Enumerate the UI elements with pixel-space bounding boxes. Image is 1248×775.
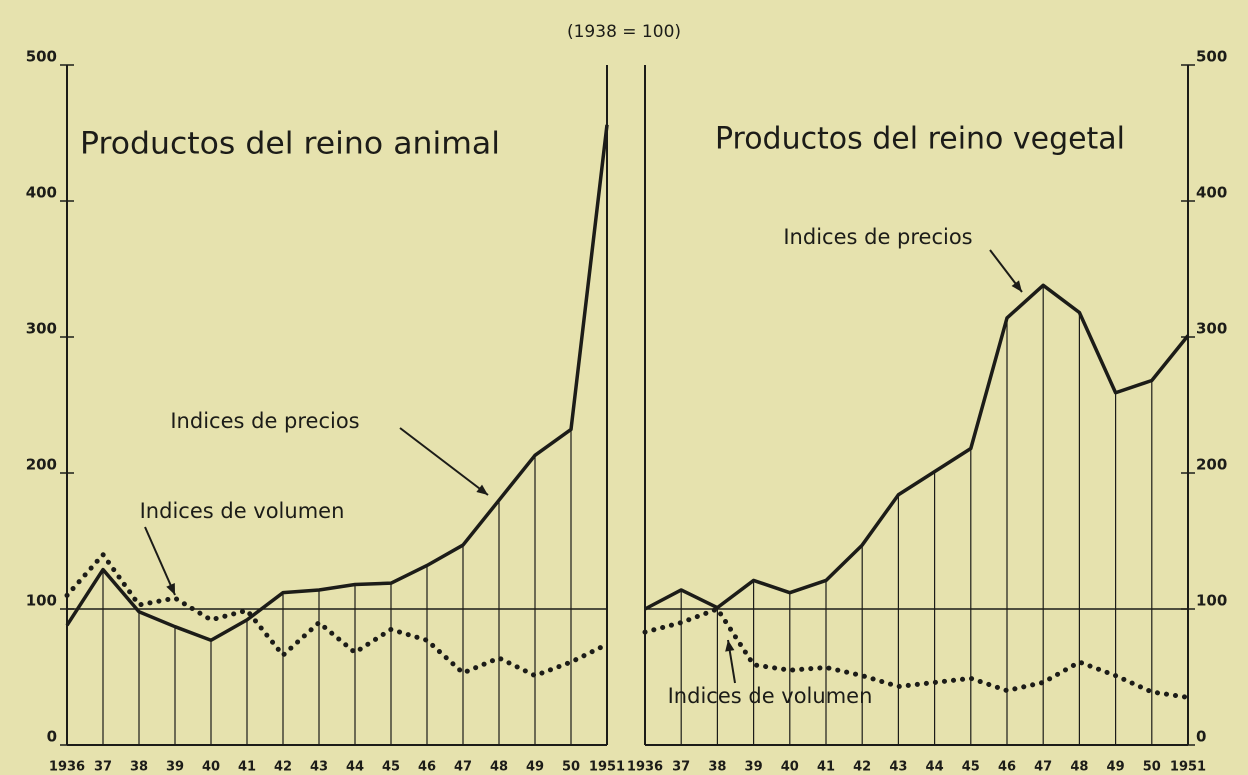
annotation-arrow xyxy=(399,427,489,496)
x-tick-label: 40 xyxy=(781,760,799,775)
x-tick-label: 49 xyxy=(1107,760,1125,775)
x-tick-label: 43 xyxy=(889,760,907,775)
y-tick-label: 300 xyxy=(26,320,57,338)
x-tick-label: 39 xyxy=(166,760,184,775)
y-tick-label: 500 xyxy=(26,48,57,66)
x-tick-label: 48 xyxy=(1070,760,1088,775)
series-line xyxy=(644,283,1190,611)
y-tick-label: 200 xyxy=(26,456,57,474)
x-tick-label: 1951 xyxy=(589,760,625,775)
x-tick-label: 44 xyxy=(926,760,944,775)
x-tick-label: 45 xyxy=(962,760,980,775)
x-tick-label: 47 xyxy=(454,760,472,775)
series-label: Indices de precios xyxy=(170,409,359,433)
y-tick-label: 0 xyxy=(47,728,57,746)
subtitle: (1938 = 100) xyxy=(567,22,681,42)
y-tick-label: 100 xyxy=(26,592,57,610)
arrow-head xyxy=(725,640,735,652)
x-tick-label: 48 xyxy=(490,760,508,775)
series-line xyxy=(642,606,1191,700)
x-tick-label: 47 xyxy=(1034,760,1052,775)
x-tick-label: 42 xyxy=(853,760,871,775)
x-tick-label: 50 xyxy=(1143,760,1161,775)
x-tick-label: 1936 xyxy=(627,760,663,775)
x-tick-label: 50 xyxy=(562,760,580,775)
x-tick-label: 40 xyxy=(202,760,220,775)
series-line xyxy=(65,124,609,643)
x-tick-label: 41 xyxy=(238,760,256,775)
y-tick-label: 400 xyxy=(26,184,57,202)
x-tick-label: 42 xyxy=(274,760,292,775)
x-tick-label: 46 xyxy=(998,760,1016,775)
x-tick-label: 41 xyxy=(817,760,835,775)
x-tick-label: 38 xyxy=(708,760,726,775)
panel-title: Productos del reino vegetal xyxy=(715,122,1125,157)
arrow-head xyxy=(476,484,488,495)
x-tick-label: 45 xyxy=(382,760,400,775)
y-tick-label: 100 xyxy=(1196,592,1227,610)
series-line xyxy=(64,552,610,679)
x-tick-label: 43 xyxy=(310,760,328,775)
panel-title: Productos del reino animal xyxy=(80,127,500,162)
y-tick-label: 300 xyxy=(1196,320,1227,338)
x-tick-label: 1951 xyxy=(1170,760,1206,775)
y-tick-label: 400 xyxy=(1196,184,1227,202)
series-label: Indices de precios xyxy=(783,225,972,249)
series-label: Indices de volumen xyxy=(140,499,345,523)
x-tick-label: 46 xyxy=(418,760,436,775)
x-tick-label: 37 xyxy=(672,760,690,775)
x-tick-label: 39 xyxy=(745,760,763,775)
y-tick-label: 200 xyxy=(1196,456,1227,474)
annotation-arrow xyxy=(144,526,176,596)
x-tick-label: 38 xyxy=(130,760,148,775)
x-tick-label: 37 xyxy=(94,760,112,775)
y-tick-label: 0 xyxy=(1196,728,1206,746)
y-tick-label: 500 xyxy=(1196,48,1227,66)
x-tick-label: 1936 xyxy=(49,760,85,775)
series-label: Indices de volumen xyxy=(668,684,873,708)
arrow-head xyxy=(1011,280,1022,292)
x-tick-label: 49 xyxy=(526,760,544,775)
x-tick-label: 44 xyxy=(346,760,364,775)
arrow-head xyxy=(166,583,175,595)
